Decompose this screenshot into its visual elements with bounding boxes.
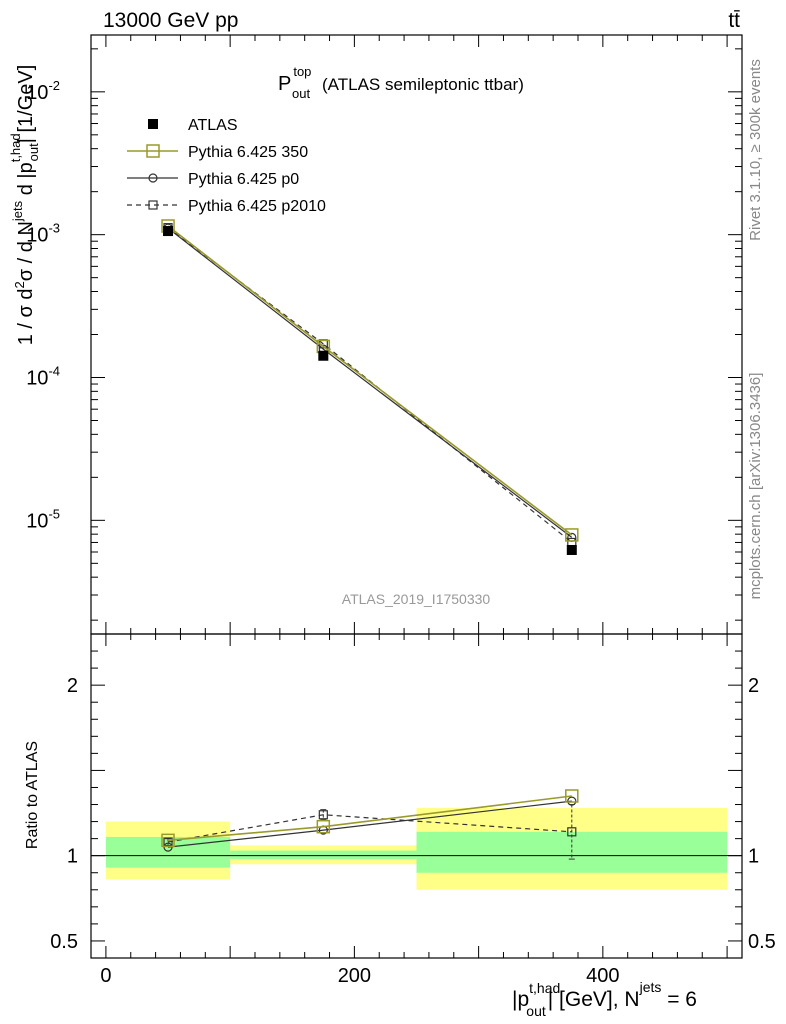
ratio-point-pythia-6-425-p0 [163, 842, 173, 852]
ratio-y-tick-label: 2 [67, 675, 78, 697]
ratio-point-pythia-6-425-350 [161, 833, 175, 848]
legend-marker-pythia-6-425-p2010 [148, 200, 158, 210]
main-point-pythia-6-425-350 [565, 528, 579, 542]
x-tick-label: 0 [100, 965, 111, 987]
energy-label: 13000 GeV pp [103, 9, 238, 32]
y-axis-label: 1 / σ d2σ / d Njets d |pt,had out| [1/GeV… [8, 65, 41, 346]
ratio-y-tick-label: 1 [67, 846, 78, 868]
ratio-line-pythia-6-425-350 [167, 795, 572, 842]
legend-marker-pythia-6-425-p0 [148, 173, 158, 183]
chart-title: Ptop out [278, 64, 311, 101]
ratio-y-tick-label-right: 2 [748, 675, 759, 697]
y-tick-label: 10-4 [26, 363, 60, 389]
chart-labels: ATLAS Pythia 6.425 350 Pythia 6.425 p0 Pyth… [8, 9, 764, 1019]
main-line-pythia-6-425-350 [167, 225, 573, 536]
x-axis-label: |pt,had out| [GeV], Njets = 6 [512, 979, 697, 1019]
ratio-frame [90, 633, 743, 959]
ratio-y-tick-label-right: 1 [748, 846, 759, 868]
y-tick-label: 10-5 [26, 506, 60, 532]
axis-ticks: 0 200 400 10-2 10-3 10-4 10-5 0.5 0.5 1 1 2 2 [26, 35, 776, 987]
ratio-stat-band-1 [230, 850, 417, 860]
ratio-point-pythia-6-425-p2010 [567, 827, 577, 837]
legend-label-pythia-6-425-p0: Pythia 6.425 p0 [188, 171, 299, 188]
rivet-note: Rivet 3.1.10, ≥ 300k events [747, 59, 764, 241]
chart-subtitle: (ATLAS semileptonic ttbar) [322, 75, 524, 94]
analysis-watermark: ATLAS_2019_I1750330 [342, 591, 491, 607]
ratio-point-pythia-6-425-p2010 [318, 810, 328, 820]
legend-marker-pythia-6-425-350 [146, 144, 160, 158]
ratio-y-tick-label: 0.5 [50, 931, 78, 953]
ratio-point-pythia-6-425-350 [316, 819, 331, 834]
main-line-pythia-6-425-p0 [167, 227, 573, 538]
data-series [161, 219, 579, 860]
main-point-atlas [566, 544, 577, 555]
ratio-bands [91, 807, 742, 890]
legend-label-atlas: ATLAS [188, 117, 238, 134]
mcplots-note: mcplots.cern.ch [arXiv:1306.3436] [747, 373, 764, 600]
legend-label-pythia-6-425-p2010: Pythia 6.425 p2010 [188, 198, 326, 215]
legend-marker-atlas [148, 119, 158, 129]
y-tick-label: 10-2 [26, 78, 60, 104]
ratio-point-pythia-6-425-350 [565, 789, 579, 803]
x-tick-label: 200 [338, 965, 371, 987]
y-tick-label: 10-3 [26, 221, 60, 247]
ratio-y-axis-label: Ratio to ATLAS [24, 741, 41, 849]
main-point-atlas [163, 226, 174, 237]
main-point-atlas [318, 350, 329, 361]
legend-label-pythia-6-425-350: Pythia 6.425 350 [188, 144, 308, 161]
ratio-y-tick-label-right: 0.5 [748, 931, 776, 953]
process-label: tt̄ [728, 9, 740, 32]
x-tick-label: 400 [586, 965, 619, 987]
ratio-line-pythia-6-425-p0 [167, 800, 572, 848]
